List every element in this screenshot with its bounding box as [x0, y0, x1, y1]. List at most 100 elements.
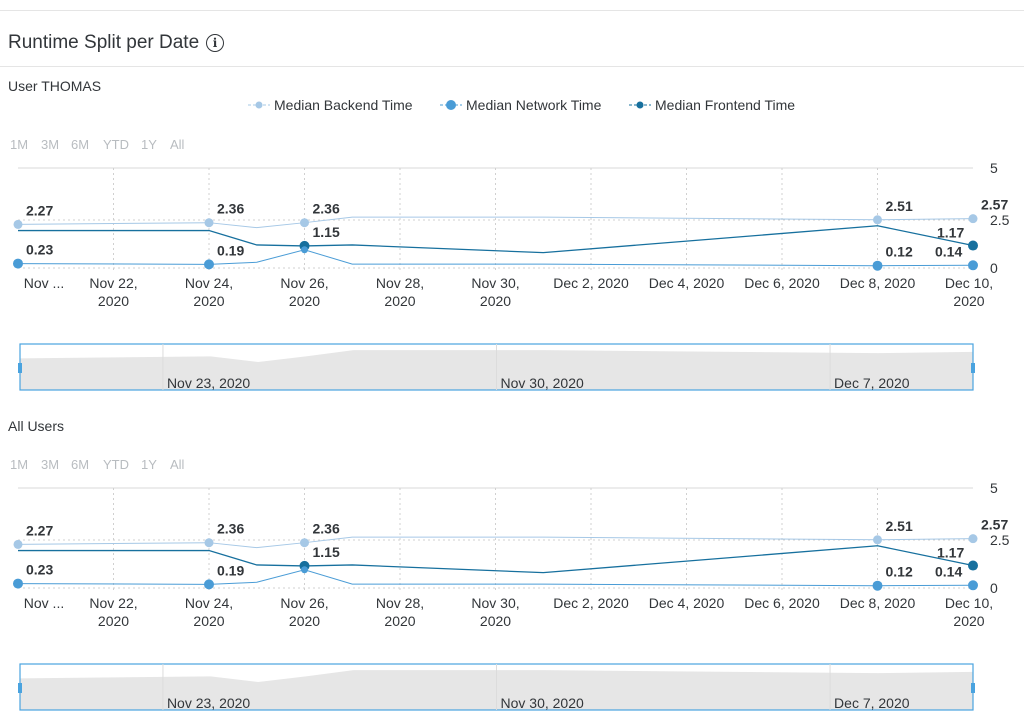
x-tick-label: Nov 30, — [471, 275, 519, 291]
data-label: 2.51 — [886, 198, 913, 214]
data-label: 1.15 — [313, 544, 340, 560]
navigator-handle-left — [18, 363, 22, 373]
range-button-1y[interactable]: 1Y — [141, 137, 157, 152]
data-label: 2.36 — [217, 201, 244, 217]
data-point — [301, 246, 308, 254]
data-label: 2.36 — [313, 201, 340, 217]
range-button-6m[interactable]: 6M — [71, 457, 90, 472]
x-tick-label: Nov 28, — [376, 595, 424, 611]
y-tick-label: 5 — [990, 480, 998, 496]
x-tick-label: Dec 2, 2020 — [553, 595, 629, 611]
x-tick-label: Nov 30, — [471, 595, 519, 611]
data-point — [300, 218, 309, 228]
range-selector: 1M 3M 6M YTD 1Y All — [0, 137, 300, 155]
chart-section-all: All Users 1M 3M 6M YTD 1Y All — [0, 416, 1024, 716]
data-point — [204, 218, 214, 228]
navigator-label: Nov 23, 2020 — [167, 375, 250, 391]
series-line — [18, 545, 974, 574]
legend-label: Median Frontend Time — [655, 97, 796, 113]
x-tick-label: 2020 — [98, 293, 129, 309]
info-icon[interactable]: i — [206, 34, 224, 52]
navigator-handle-right — [971, 683, 975, 693]
x-tick-label: 2020 — [480, 293, 511, 309]
x-tick-label: Dec 4, 2020 — [649, 595, 725, 611]
data-point — [204, 538, 214, 548]
x-tick-label: 2020 — [384, 613, 415, 629]
x-tick-label: Nov ... — [24, 595, 64, 611]
series-line — [17, 249, 974, 267]
range-button-1y[interactable]: 1Y — [141, 457, 157, 472]
y-tick-label: 0 — [990, 580, 998, 596]
x-tick-label: Dec 8, 2020 — [840, 275, 916, 291]
x-tick-label: Dec 4, 2020 — [649, 275, 725, 291]
data-label: 0.12 — [886, 244, 913, 260]
range-button-ytd[interactable]: YTD — [103, 457, 129, 472]
data-label: 0.12 — [886, 564, 913, 580]
navigator-label: Nov 30, 2020 — [501, 375, 584, 391]
data-label: 0.14 — [935, 563, 962, 579]
data-label: 1.17 — [937, 225, 964, 241]
data-point — [13, 219, 23, 229]
section-title: All Users — [8, 418, 65, 434]
data-point — [968, 560, 978, 571]
x-tick-label: 2020 — [953, 293, 984, 309]
data-label: 0.19 — [217, 562, 244, 578]
range-button-6m[interactable]: 6M — [71, 137, 90, 152]
data-label: 2.27 — [26, 202, 53, 218]
range-button-1m[interactable]: 1M — [10, 457, 29, 472]
x-tick-label: Dec 10, — [945, 275, 993, 291]
data-label: 2.57 — [981, 517, 1008, 533]
range-button-all[interactable]: All — [170, 137, 185, 152]
card-header: Runtime Split per Date i — [0, 26, 1024, 67]
data-point — [968, 260, 978, 271]
x-tick-label: Nov 28, — [376, 275, 424, 291]
x-tick-label: Nov 22, — [89, 595, 137, 611]
data-point — [204, 579, 214, 590]
data-point — [204, 259, 214, 270]
data-label: 2.36 — [313, 521, 340, 537]
series-line — [18, 225, 974, 254]
x-tick-label: 2020 — [289, 293, 320, 309]
x-tick-label: Dec 2, 2020 — [553, 275, 629, 291]
navigator-label: Nov 23, 2020 — [167, 695, 250, 711]
range-button-all[interactable]: All — [170, 457, 185, 472]
data-label: 2.51 — [886, 518, 913, 534]
legend-swatch-network — [440, 100, 462, 110]
range-button-3m[interactable]: 3M — [41, 457, 60, 472]
line-chart-all-users: 5 2.5 0 Nov ... Nov 22, 2020 Nov 24, 2020 Nov 26… — [13, 480, 1010, 711]
data-point — [968, 214, 978, 224]
data-point — [968, 534, 978, 544]
section-title: User THOMAS — [8, 78, 102, 94]
data-label: 1.17 — [937, 545, 964, 561]
data-label: 0.23 — [26, 562, 53, 578]
x-tick-label: 2020 — [193, 613, 224, 629]
x-tick-label: Nov 24, — [185, 275, 233, 291]
navigator-label: Dec 7, 2020 — [834, 695, 910, 711]
x-tick-label: Nov 24, — [185, 595, 233, 611]
range-button-ytd[interactable]: YTD — [103, 137, 129, 152]
y-tick-label: 5 — [990, 160, 998, 176]
data-label: 0.19 — [217, 242, 244, 258]
range-button-1m[interactable]: 1M — [10, 137, 29, 152]
data-point — [872, 580, 883, 591]
top-bar — [0, 0, 1024, 11]
y-tick-label: 0 — [990, 260, 998, 276]
range-selector: 1M 3M 6M YTD 1Y All — [0, 457, 300, 475]
y-tick-label: 2.5 — [990, 532, 1010, 548]
x-tick-label: Dec 6, 2020 — [744, 595, 820, 611]
range-button-3m[interactable]: 3M — [41, 137, 60, 152]
data-point — [13, 258, 23, 269]
legend-label: Median Backend Time — [274, 97, 413, 113]
x-tick-label: Nov 26, — [280, 595, 328, 611]
data-label: 1.15 — [313, 224, 340, 240]
navigator-handle-right — [971, 363, 975, 373]
data-label: 0.23 — [26, 242, 53, 258]
data-point — [968, 240, 978, 251]
x-tick-label: Dec 6, 2020 — [744, 275, 820, 291]
series-line — [17, 536, 974, 549]
x-tick-label: 2020 — [480, 613, 511, 629]
legend-swatch-backend — [248, 101, 270, 109]
data-point — [301, 566, 308, 574]
data-point — [13, 539, 23, 549]
x-tick-label: Dec 8, 2020 — [840, 595, 916, 611]
